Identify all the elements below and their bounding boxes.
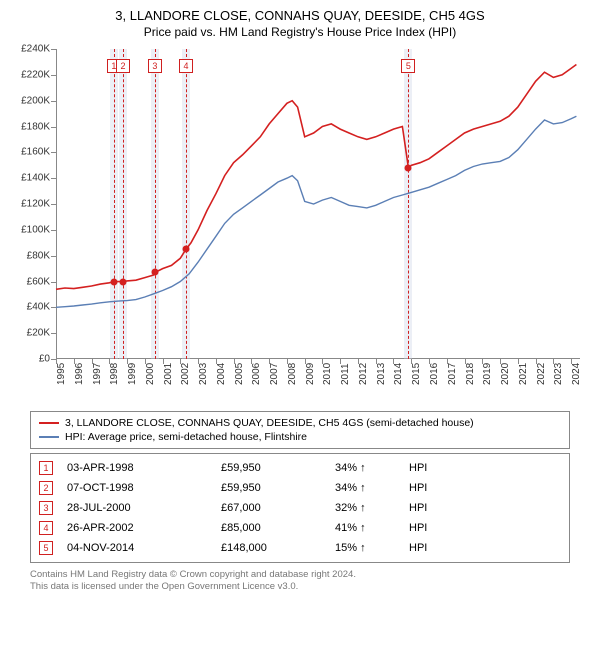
sale-pct: 34% ↑	[335, 462, 395, 474]
sale-index-box: 5	[39, 541, 53, 555]
legend: 3, LLANDORE CLOSE, CONNAHS QUAY, DEESIDE…	[30, 411, 570, 449]
legend-swatch	[39, 422, 59, 424]
sale-price: £59,950	[221, 482, 321, 494]
sale-index-box: 2	[39, 481, 53, 495]
attribution-footer: Contains HM Land Registry data © Crown c…	[30, 569, 570, 594]
sale-row: 2 07-OCT-1998 £59,950 34% ↑ HPI	[39, 478, 561, 498]
sale-reference: HPI	[409, 502, 427, 514]
sale-pct: 34% ↑	[335, 482, 395, 494]
sale-reference: HPI	[409, 542, 427, 554]
chart-title: 3, LLANDORE CLOSE, CONNAHS QUAY, DEESIDE…	[4, 8, 596, 23]
sale-index-box: 1	[39, 461, 53, 475]
sale-date: 26-APR-2002	[67, 522, 207, 534]
sale-point	[183, 246, 190, 253]
sale-row: 3 28-JUL-2000 £67,000 32% ↑ HPI	[39, 498, 561, 518]
sale-pct: 41% ↑	[335, 522, 395, 534]
legend-label: HPI: Average price, semi-detached house,…	[65, 431, 307, 443]
sale-point	[110, 278, 117, 285]
sale-pct: 32% ↑	[335, 502, 395, 514]
sale-date: 04-NOV-2014	[67, 542, 207, 554]
footer-line-2: This data is licensed under the Open Gov…	[30, 581, 570, 593]
chart-subtitle: Price paid vs. HM Land Registry's House …	[4, 25, 596, 39]
sale-date: 03-APR-1998	[67, 462, 207, 474]
sale-row: 4 26-APR-2002 £85,000 41% ↑ HPI	[39, 518, 561, 538]
sale-reference: HPI	[409, 482, 427, 494]
sales-table: 1 03-APR-1998 £59,950 34% ↑ HPI 2 07-OCT-1998 £…	[30, 453, 570, 563]
sale-point	[151, 269, 158, 276]
sale-point	[405, 164, 412, 171]
sale-row: 5 04-NOV-2014 £148,000 15% ↑ HPI	[39, 538, 561, 558]
sale-index-box: 4	[39, 521, 53, 535]
series-hpi	[56, 116, 576, 307]
chart-container: 3, LLANDORE CLOSE, CONNAHS QUAY, DEESIDE…	[0, 0, 600, 598]
line-layer	[10, 45, 590, 405]
sale-point	[119, 278, 126, 285]
legend-label: 3, LLANDORE CLOSE, CONNAHS QUAY, DEESIDE…	[65, 417, 474, 429]
legend-item: HPI: Average price, semi-detached house,…	[39, 430, 561, 444]
footer-line-1: Contains HM Land Registry data © Crown c…	[30, 569, 570, 581]
chart-area: £0£20K£40K£60K£80K£100K£120K£140K£160K£1…	[10, 45, 590, 405]
sale-price: £67,000	[221, 502, 321, 514]
sale-index-box: 3	[39, 501, 53, 515]
sale-price: £85,000	[221, 522, 321, 534]
sale-pct: 15% ↑	[335, 542, 395, 554]
sale-reference: HPI	[409, 522, 427, 534]
legend-item: 3, LLANDORE CLOSE, CONNAHS QUAY, DEESIDE…	[39, 416, 561, 430]
sale-price: £148,000	[221, 542, 321, 554]
sale-row: 1 03-APR-1998 £59,950 34% ↑ HPI	[39, 458, 561, 478]
series-property	[56, 65, 576, 290]
sale-price: £59,950	[221, 462, 321, 474]
sale-reference: HPI	[409, 462, 427, 474]
sale-date: 07-OCT-1998	[67, 482, 207, 494]
legend-swatch	[39, 436, 59, 438]
sale-date: 28-JUL-2000	[67, 502, 207, 514]
